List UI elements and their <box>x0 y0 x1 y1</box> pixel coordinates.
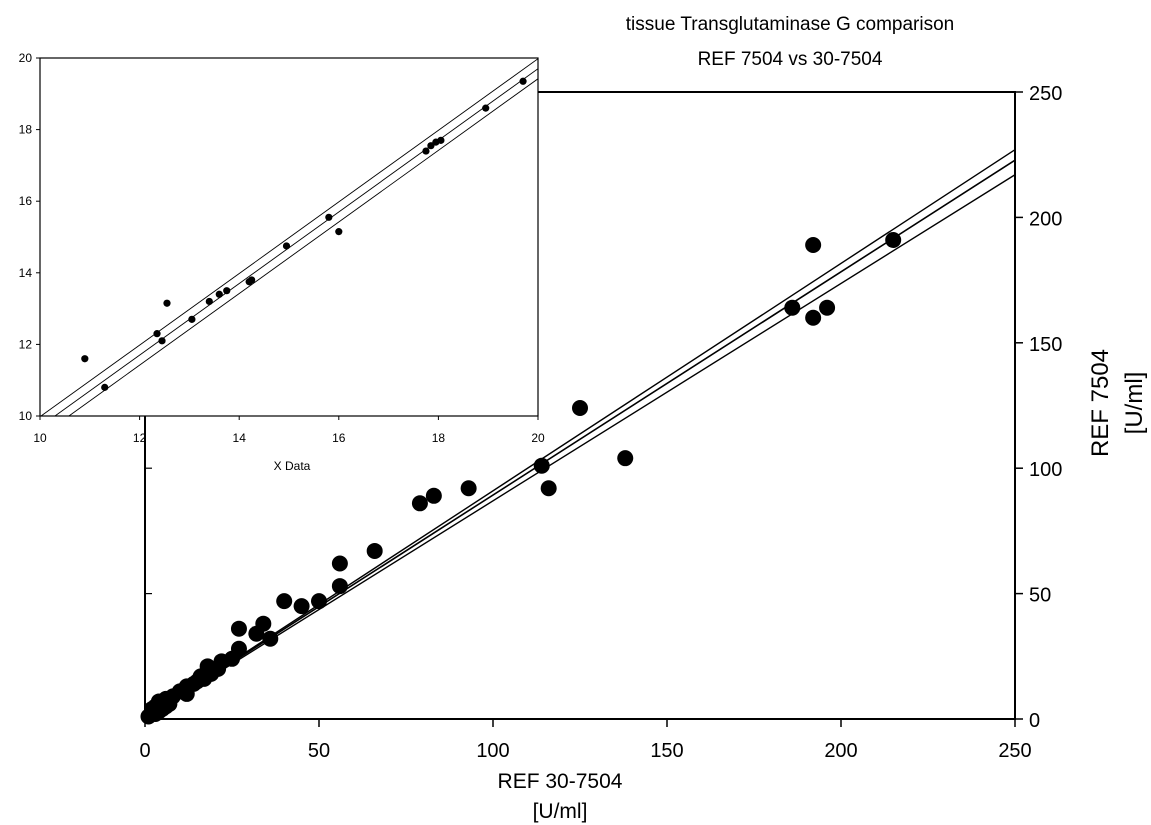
data-point <box>572 400 588 417</box>
confidence-upper-line <box>144 149 1016 719</box>
y-tick-label: 200 <box>1029 208 1062 230</box>
data-point <box>540 480 557 497</box>
inset-regression-line <box>54 68 538 416</box>
x-axis-ticks: 0 50 100 150 200 250 <box>139 719 1032 762</box>
regression-line-path <box>144 159 1016 719</box>
data-point <box>293 598 310 615</box>
inset-frame <box>39 57 539 417</box>
data-point <box>617 450 634 467</box>
inset-background <box>40 58 538 416</box>
data-point <box>805 236 822 253</box>
inset-chart: 10 12 14 16 18 20 10 12 14 16 18 20 X Data <box>19 51 545 473</box>
inset-data-point <box>205 297 213 306</box>
y-axis-label: REF 7504 <box>1087 349 1114 457</box>
data-point <box>262 630 279 647</box>
inset-y-tick-label: 16 <box>19 194 33 208</box>
x-tick-label: 50 <box>308 740 330 762</box>
regression-line <box>144 159 1016 719</box>
data-point <box>784 299 801 316</box>
data-point <box>805 309 822 326</box>
chart-title: tissue Transglutaminase G comparison <box>626 14 954 35</box>
y-tick-label: 0 <box>1029 710 1040 732</box>
data-point <box>411 495 428 512</box>
inset-x-tick-label: 12 <box>133 431 147 445</box>
inset-data-point <box>519 77 527 85</box>
inset-y-tick-label: 12 <box>19 337 33 351</box>
inset-data-point <box>153 330 161 338</box>
data-point <box>819 299 836 316</box>
inset-x-tick-label: 20 <box>531 431 545 445</box>
inset-data-points <box>81 77 527 391</box>
inset-data-point <box>188 315 196 323</box>
data-point <box>276 593 293 610</box>
inset-confidence-band <box>40 58 538 416</box>
inset-y-axis-ticks: 10 12 14 16 18 20 <box>19 51 40 423</box>
chart-subtitle: REF 7504 vs 30-7504 <box>698 49 883 70</box>
y-tick-label: 100 <box>1029 459 1062 481</box>
y-tick-label: 150 <box>1029 334 1062 356</box>
inset-y-tick-label: 10 <box>19 409 33 423</box>
inset-data-point <box>282 242 291 250</box>
data-point <box>885 231 902 248</box>
x-axis-label: REF 30-7504 <box>498 770 623 793</box>
main-chart: tissue Transglutaminase G comparison REF… <box>139 14 1148 823</box>
x-tick-label: 0 <box>139 740 150 762</box>
data-points <box>140 231 902 725</box>
data-point <box>230 640 247 657</box>
inset-x-tick-label: 18 <box>432 431 446 445</box>
y-tick-label: 50 <box>1029 585 1051 607</box>
x-tick-label: 150 <box>650 740 683 762</box>
y-tick-label: 250 <box>1029 83 1062 105</box>
data-point <box>366 542 383 559</box>
data-point <box>230 620 247 637</box>
data-point <box>331 555 348 572</box>
inset-x-tick-label: 10 <box>33 431 47 445</box>
inset-y-tick-label: 20 <box>19 51 33 65</box>
x-tick-label: 100 <box>476 740 509 762</box>
inset-data-point <box>223 287 231 295</box>
data-point <box>331 578 348 595</box>
inset-data-point <box>427 142 435 150</box>
inset-data-point <box>158 337 166 345</box>
data-point <box>533 457 550 474</box>
inset-y-tick-label: 18 <box>19 123 33 137</box>
inset-data-point <box>101 383 109 391</box>
confidence-band <box>144 149 1016 719</box>
x-tick-label: 250 <box>998 740 1031 762</box>
inset-data-point <box>81 355 89 363</box>
data-point <box>425 487 442 504</box>
data-point <box>255 615 272 632</box>
inset-data-point <box>437 136 445 144</box>
inset-x-axis-label: X Data <box>274 459 311 473</box>
inset-data-point <box>422 147 430 155</box>
inset-data-point <box>335 228 343 236</box>
x-tick-label: 200 <box>824 740 857 762</box>
inset-confidence-upper-line <box>40 58 538 416</box>
inset-confidence-lower-line <box>68 78 538 416</box>
data-point <box>311 593 327 610</box>
inset-y-tick-label: 14 <box>19 266 33 280</box>
inset-data-point <box>325 213 333 221</box>
inset-x-tick-label: 14 <box>233 431 247 445</box>
confidence-lower-line <box>144 174 1016 719</box>
inset-x-axis-ticks: 10 12 14 16 18 20 <box>33 416 545 445</box>
inset-x-tick-label: 16 <box>332 431 346 445</box>
x-axis-unit: [U/ml] <box>533 800 588 823</box>
data-point <box>460 480 477 497</box>
y-axis-unit: [U/ml] <box>1121 372 1148 435</box>
inset-regression-line-path <box>54 68 538 416</box>
inset-data-point <box>248 276 256 284</box>
inset-data-point <box>163 299 171 307</box>
inset-data-point <box>215 290 223 298</box>
inset-data-point <box>482 104 490 112</box>
